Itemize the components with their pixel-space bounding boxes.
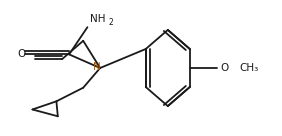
Text: 2: 2	[109, 18, 113, 27]
Text: O: O	[220, 63, 228, 73]
Text: CH₃: CH₃	[240, 63, 259, 73]
Text: O: O	[17, 49, 25, 59]
Text: NH: NH	[90, 14, 106, 24]
Text: N: N	[93, 62, 101, 72]
